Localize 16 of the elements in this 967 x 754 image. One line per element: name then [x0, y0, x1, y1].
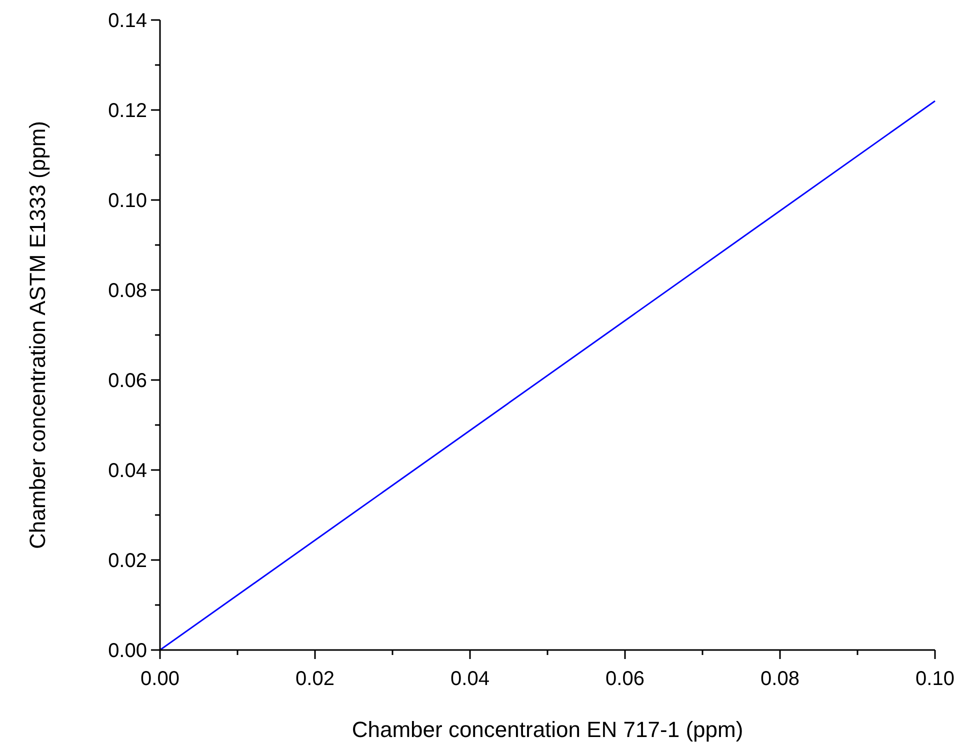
y-tick-label: 0.00: [108, 640, 147, 662]
x-tick-label: 0.08: [760, 668, 800, 690]
y-tick-label: 0.12: [108, 100, 147, 122]
y-axis-title: Chamber concentration ASTM E1333 (ppm): [25, 121, 50, 549]
x-tick-label: 0.02: [296, 668, 334, 690]
y-tick-label: 0.14: [108, 10, 147, 32]
x-tick-label: 0.00: [140, 668, 180, 690]
y-tick-label: 0.08: [108, 280, 147, 302]
y-tick-label: 0.02: [108, 550, 147, 572]
y-tick-label: 0.06: [108, 370, 147, 392]
y-tick-label: 0.10: [108, 190, 147, 212]
x-tick-label: 0.04: [450, 668, 490, 690]
x-tick-label: 0.10: [916, 668, 954, 690]
y-tick-label: 0.04: [108, 460, 147, 482]
x-tick-label: 0.06: [606, 668, 644, 690]
x-axis-title: Chamber concentration EN 717-1 (ppm): [352, 717, 744, 742]
